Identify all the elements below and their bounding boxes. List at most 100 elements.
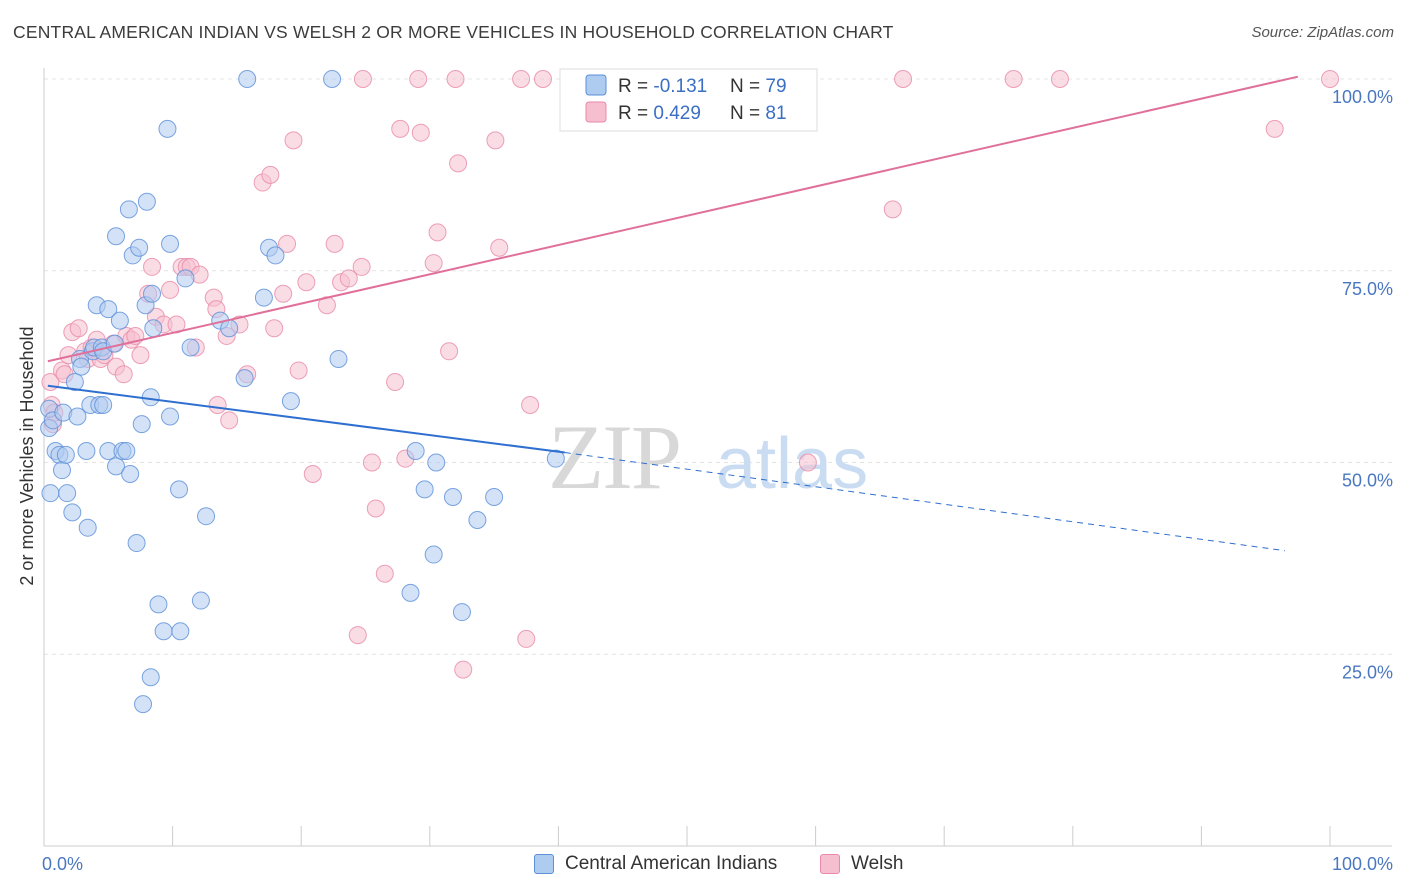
y-tick-label-1: 50.0% — [1342, 471, 1393, 491]
watermark-atlas: atlas — [716, 424, 868, 504]
point-cai-38 — [132, 415, 151, 434]
point-welsh-85 — [1050, 70, 1069, 88]
point-welsh-87 — [1321, 70, 1339, 88]
point-cai-6 — [53, 461, 72, 480]
legend-bottom: Central American Indians Welsh — [0, 848, 1406, 882]
point-welsh-70 — [521, 395, 540, 414]
point-cai-28 — [110, 311, 129, 330]
legend-r-value-1: -0.131 — [653, 76, 707, 97]
point-welsh-46 — [289, 361, 308, 380]
axes — [43, 68, 1392, 847]
trend-line-central-american-indians — [47, 384, 565, 454]
legend-n-label-1: N = — [730, 76, 765, 97]
point-cai-63 — [323, 70, 342, 88]
legend-n-value-2: 81 — [765, 103, 786, 124]
point-cai-65 — [401, 583, 420, 602]
point-welsh-65 — [449, 154, 468, 173]
point-welsh-37 — [220, 411, 239, 430]
point-cai-73 — [485, 488, 504, 507]
point-welsh-26 — [161, 280, 180, 299]
point-cai-51 — [176, 269, 195, 288]
svg-text:R = -0.131: R = -0.131 — [618, 76, 707, 97]
point-welsh-72 — [409, 70, 428, 88]
point-cai-24 — [94, 395, 113, 414]
point-cai-46 — [158, 119, 177, 138]
point-cai-15 — [77, 441, 96, 460]
legend-label-welsh: Welsh — [851, 853, 904, 874]
point-welsh-17 — [114, 365, 133, 384]
point-welsh-81 — [798, 453, 817, 472]
legend-swatch-pink — [585, 101, 607, 123]
point-cai-66 — [406, 441, 425, 460]
point-welsh-62 — [424, 254, 443, 273]
point-cai-37 — [130, 238, 149, 257]
point-welsh-71 — [353, 70, 372, 88]
point-welsh-82 — [883, 200, 902, 219]
point-welsh-23 — [143, 257, 162, 276]
svg-text:N = 81: N = 81 — [730, 103, 787, 124]
trend-line-central-american-indians-extension — [564, 452, 1286, 552]
point-cai-59 — [254, 288, 273, 307]
point-welsh-8 — [69, 319, 88, 338]
point-cai-45 — [154, 622, 173, 641]
point-welsh-54 — [352, 257, 371, 276]
legend-item-central-american-indians: Central American Indians — [534, 853, 777, 875]
point-cai-14 — [72, 357, 91, 376]
point-welsh-41 — [261, 165, 280, 184]
point-welsh-52 — [339, 269, 358, 288]
point-welsh-58 — [386, 372, 405, 391]
point-cai-34 — [121, 465, 140, 484]
legend-r-label-2: R = — [618, 103, 653, 124]
point-welsh-43 — [274, 284, 293, 303]
y-axis-label: 2 or more Vehicles in Household — [17, 326, 37, 585]
point-cai-53 — [191, 591, 210, 610]
svg-text:N = 79: N = 79 — [730, 76, 787, 97]
point-cai-43 — [144, 319, 163, 338]
point-cai-2 — [41, 484, 60, 503]
point-cai-52 — [181, 338, 200, 357]
point-cai-48 — [161, 407, 180, 426]
point-cai-9 — [58, 484, 77, 503]
point-cai-10 — [63, 503, 82, 522]
point-welsh-55 — [362, 453, 381, 472]
svg-text:R = 0.429: R = 0.429 — [618, 103, 701, 124]
point-cai-33 — [119, 200, 138, 219]
chart-title: CENTRAL AMERICAN INDIAN VS WELSH 2 OR MO… — [13, 22, 894, 42]
point-welsh-75 — [533, 70, 552, 88]
point-cai-54 — [197, 507, 216, 526]
point-cai-69 — [427, 453, 446, 472]
point-welsh-42 — [265, 319, 284, 338]
point-welsh-47 — [297, 273, 316, 292]
point-cai-75 — [134, 695, 153, 714]
point-cai-29 — [107, 457, 126, 476]
point-cai-26 — [99, 300, 118, 319]
point-cai-30 — [107, 227, 126, 246]
point-welsh-48 — [303, 465, 322, 484]
point-welsh-53 — [348, 626, 367, 645]
x-tick-label-1: 100.0% — [1332, 854, 1393, 874]
point-cai-8 — [56, 445, 75, 464]
point-welsh-35 — [208, 395, 227, 414]
point-cai-76 — [141, 668, 160, 687]
point-cai-57 — [235, 369, 254, 388]
point-cai-40 — [137, 192, 156, 211]
legend-swatch-welsh — [820, 854, 840, 874]
legend-n-label-2: N = — [730, 103, 765, 124]
point-cai-72 — [468, 511, 487, 530]
legend-top: R = -0.131 N = 79 R = 0.429 N = 81 — [559, 68, 818, 132]
legend-item-welsh: Welsh — [820, 853, 903, 875]
point-welsh-61 — [411, 123, 430, 142]
trend-lines — [47, 75, 1299, 552]
point-welsh-66 — [454, 660, 473, 679]
point-welsh-59 — [391, 119, 410, 138]
legend-n-value-1: 79 — [765, 76, 786, 97]
y-tick-label-3: 100.0% — [1332, 87, 1393, 107]
series-welsh-points — [41, 70, 1339, 679]
point-welsh-83 — [894, 70, 913, 88]
legend-swatch-blue — [585, 74, 607, 96]
point-cai-61 — [266, 246, 285, 265]
source-label: Source: ZipAtlas.com — [1251, 24, 1394, 41]
point-welsh-69 — [517, 629, 536, 648]
point-cai-49 — [170, 480, 189, 499]
